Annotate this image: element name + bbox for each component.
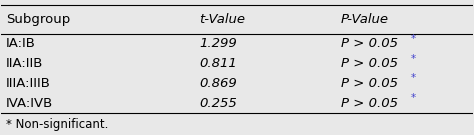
Text: * Non-significant.: * Non-significant.: [6, 118, 109, 131]
Text: IIIA:IIIB: IIIA:IIIB: [6, 77, 51, 90]
Text: P-Value: P-Value: [341, 13, 389, 26]
Text: *: *: [410, 54, 416, 64]
Text: *: *: [410, 93, 416, 103]
Text: P > 0.05: P > 0.05: [341, 77, 398, 90]
Text: *: *: [410, 73, 416, 83]
Text: 0.255: 0.255: [199, 97, 237, 110]
Text: IVA:IVB: IVA:IVB: [6, 97, 54, 110]
Text: 1.299: 1.299: [199, 37, 237, 50]
Text: P > 0.05: P > 0.05: [341, 97, 398, 110]
Text: IA:IB: IA:IB: [6, 37, 36, 50]
Text: *: *: [410, 34, 416, 44]
Text: t-Value: t-Value: [199, 13, 246, 26]
Text: IIA:IIB: IIA:IIB: [6, 57, 44, 70]
Text: P > 0.05: P > 0.05: [341, 57, 398, 70]
Text: Subgroup: Subgroup: [6, 13, 70, 26]
Text: P > 0.05: P > 0.05: [341, 37, 398, 50]
Text: 0.869: 0.869: [199, 77, 237, 90]
Text: 0.811: 0.811: [199, 57, 237, 70]
